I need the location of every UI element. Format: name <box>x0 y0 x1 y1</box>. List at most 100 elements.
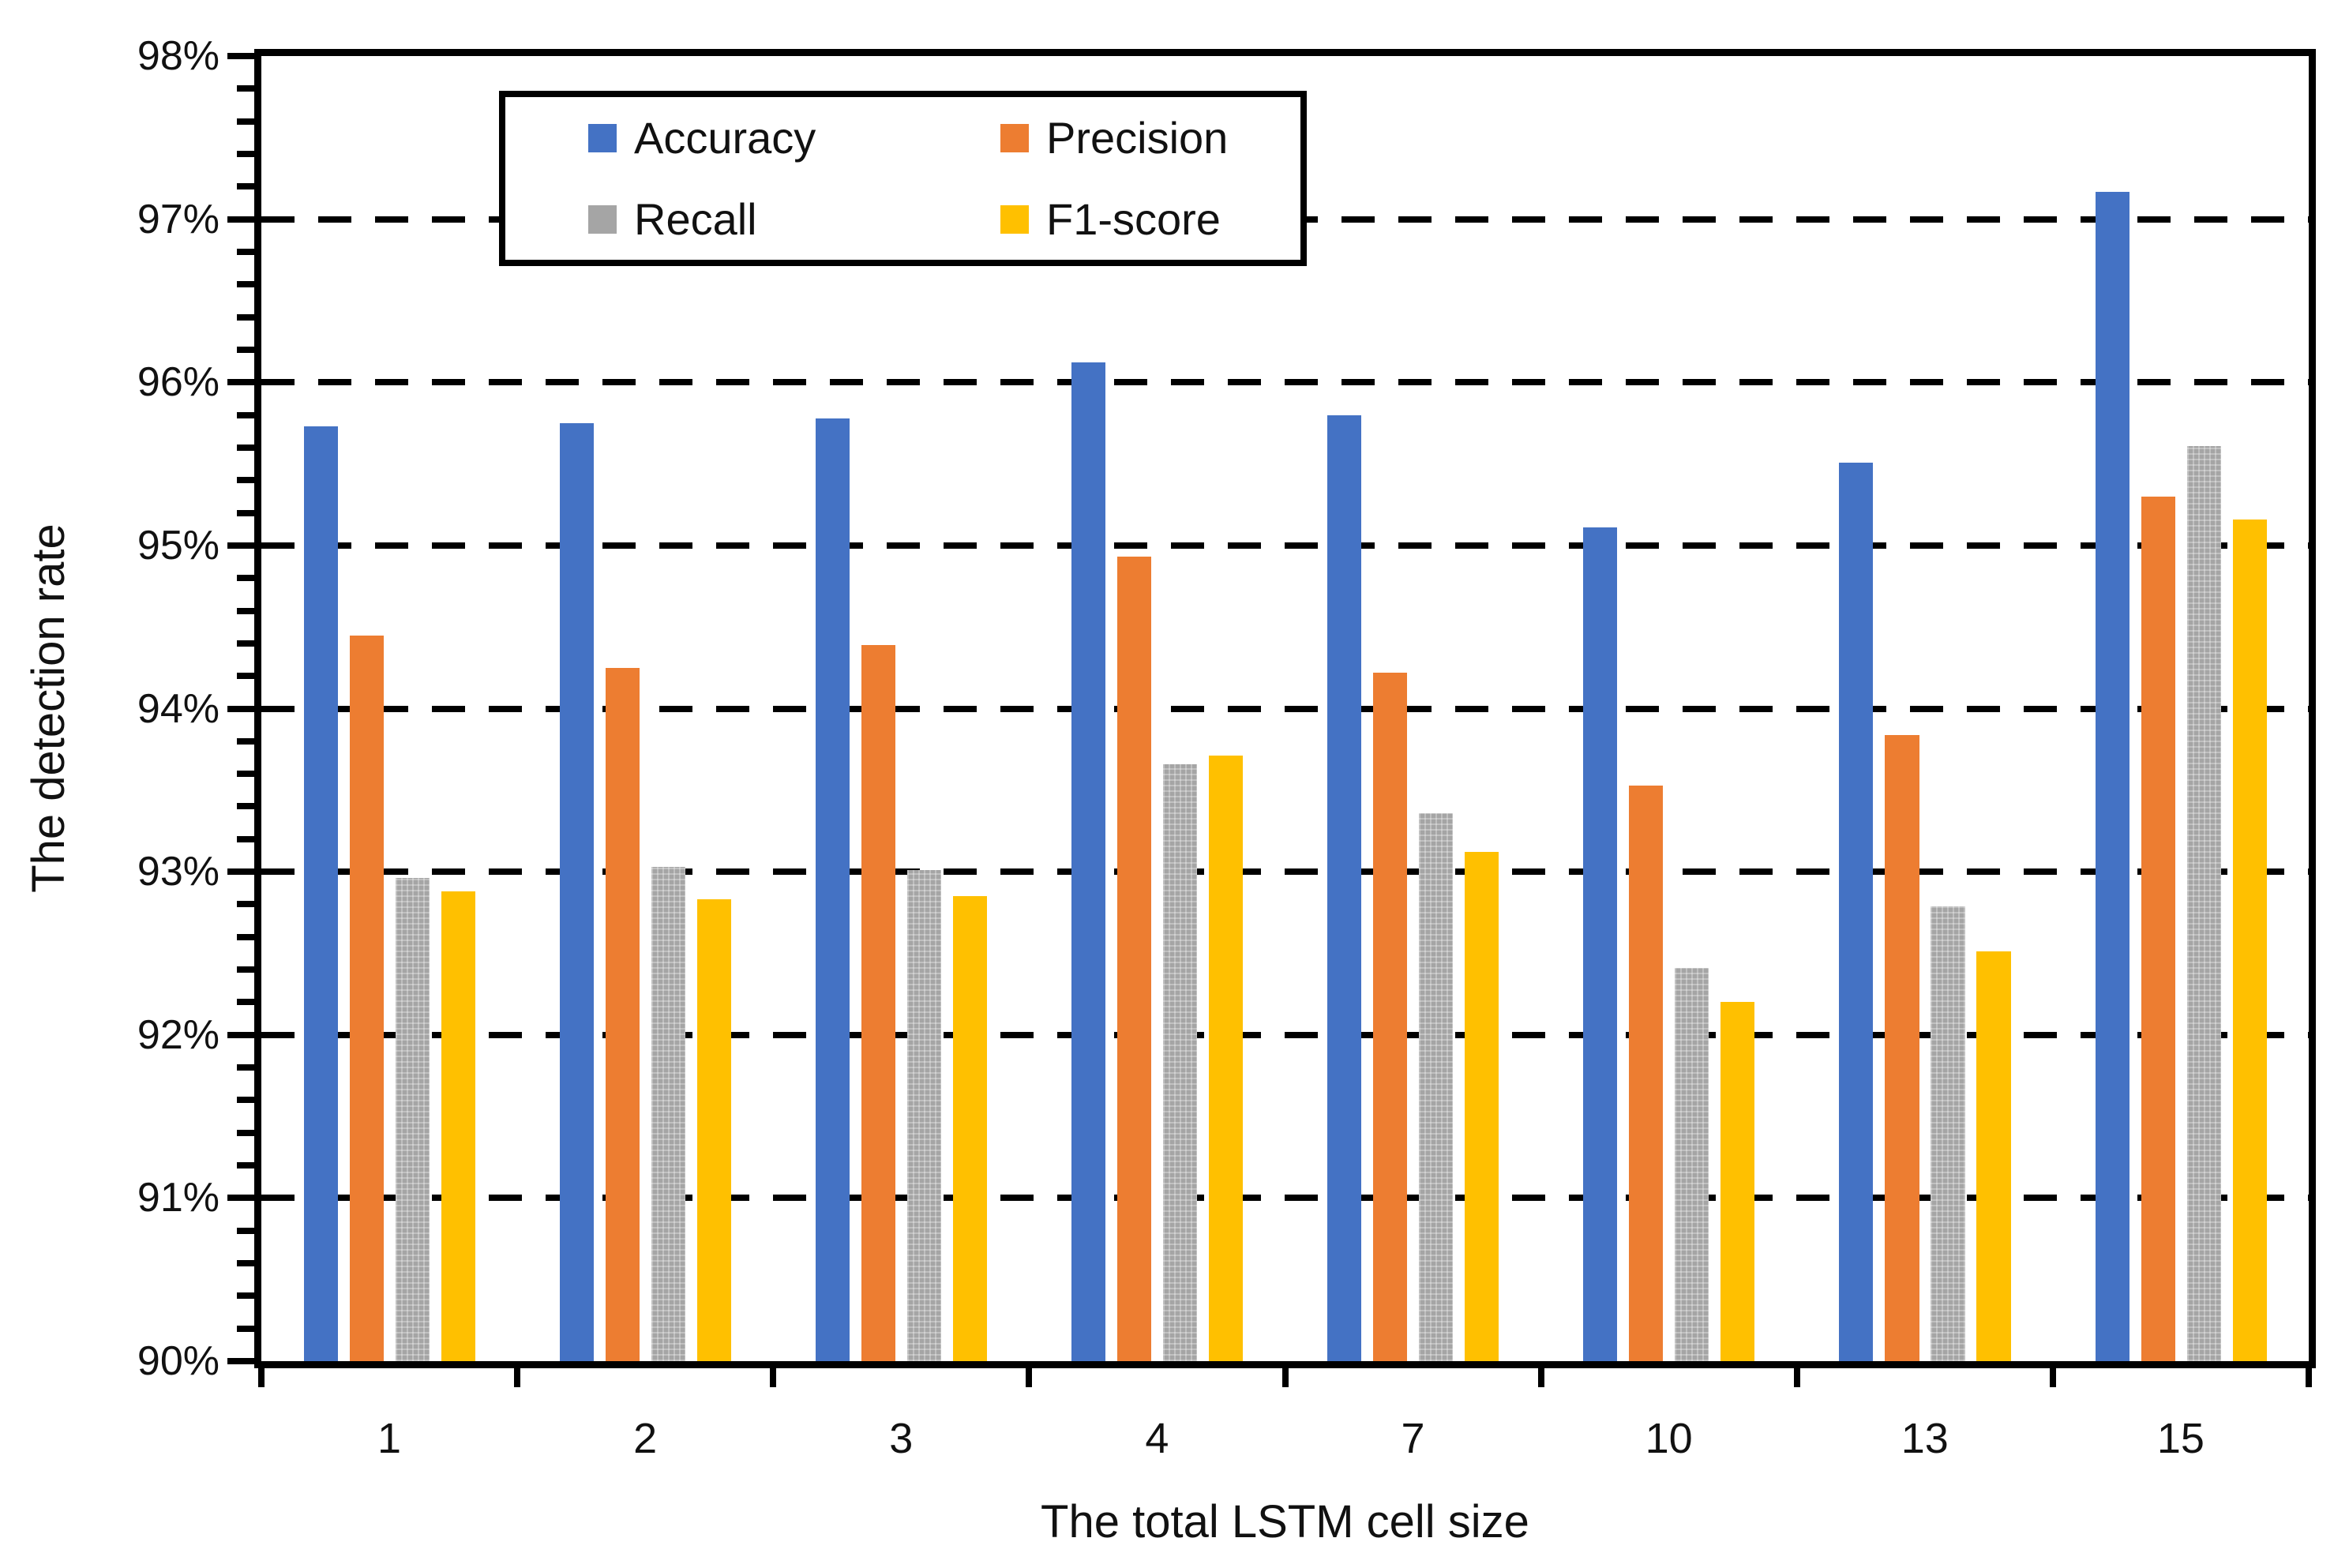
gridline-91pct <box>261 1195 2309 1202</box>
y-minor-tick <box>237 640 254 647</box>
bar-recall-2 <box>651 866 685 1361</box>
legend-swatch-recall <box>588 204 617 234</box>
plot-area: Accuracy Precision Recall F1-score <box>254 49 2316 1368</box>
y-minor-tick <box>237 477 254 484</box>
y-minor-tick <box>237 1292 254 1300</box>
x-tick <box>2049 1368 2056 1387</box>
bar-precision-13 <box>1885 734 1919 1361</box>
y-tick-label: 91% <box>137 1175 220 1221</box>
y-major-tick <box>227 1358 254 1364</box>
x-category-label: 1 <box>377 1415 402 1462</box>
bar-f1-score-7 <box>1465 852 1499 1361</box>
y-major-tick <box>227 1195 254 1202</box>
y-major-tick <box>227 705 254 712</box>
y-major-tick <box>227 1031 254 1038</box>
bar-f1-score-13 <box>1976 951 2011 1361</box>
y-minor-tick <box>237 966 254 973</box>
y-minor-tick <box>237 1129 254 1136</box>
legend-swatch-precision <box>1000 123 1029 152</box>
y-minor-tick <box>237 933 254 940</box>
x-category-label: 10 <box>1645 1415 1693 1462</box>
x-category-label: 15 <box>2156 1415 2205 1462</box>
bar-recall-15 <box>2186 445 2221 1361</box>
bar-accuracy-3 <box>815 418 850 1361</box>
bar-precision-1 <box>349 635 384 1361</box>
bar-group-1 <box>261 56 517 1361</box>
y-minor-tick <box>237 85 254 92</box>
y-minor-tick <box>237 1162 254 1169</box>
y-minor-tick <box>237 835 254 842</box>
y-minor-tick <box>237 248 254 255</box>
y-minor-tick <box>237 183 254 190</box>
y-minor-tick <box>237 1227 254 1234</box>
y-minor-tick <box>237 1097 254 1104</box>
y-tick-label: 98% <box>137 33 220 79</box>
y-minor-tick <box>237 999 254 1006</box>
x-tick <box>1537 1368 1544 1387</box>
bar-recall-10 <box>1675 968 1709 1361</box>
bar-precision-7 <box>1373 673 1408 1361</box>
y-tick-label: 93% <box>137 849 220 895</box>
bar-accuracy-10 <box>1583 527 1618 1361</box>
y-minor-tick <box>237 444 254 451</box>
legend-label: Accuracy <box>634 112 816 163</box>
y-minor-tick <box>237 673 254 680</box>
gridline-95pct <box>261 542 2309 549</box>
gridline-93pct <box>261 868 2309 876</box>
bar-precision-10 <box>1629 785 1664 1361</box>
y-tick-label: 92% <box>137 1011 220 1058</box>
y-minor-tick <box>237 901 254 908</box>
y-minor-tick <box>237 118 254 125</box>
gridline-96pct <box>261 379 2309 386</box>
legend-items: Accuracy Precision Recall F1-score <box>505 97 1300 260</box>
bar-precision-3 <box>861 644 895 1361</box>
y-minor-tick <box>237 607 254 614</box>
bar-recall-4 <box>1163 763 1198 1361</box>
y-major-tick <box>227 379 254 386</box>
bar-precision-4 <box>1117 557 1152 1361</box>
bar-f1-score-15 <box>2232 519 2267 1361</box>
y-minor-tick <box>237 1260 254 1267</box>
x-tick <box>1281 1368 1289 1387</box>
y-minor-tick <box>237 346 254 353</box>
y-major-tick <box>227 53 254 59</box>
y-minor-tick <box>237 313 254 321</box>
y-minor-tick <box>237 411 254 418</box>
x-tick <box>2306 1368 2312 1387</box>
bar-precision-2 <box>605 667 640 1361</box>
x-tick <box>514 1368 521 1387</box>
x-tick <box>1793 1368 1800 1387</box>
bar-f1-score-10 <box>1720 1002 1755 1361</box>
bar-f1-score-2 <box>696 899 731 1361</box>
y-major-tick <box>227 216 254 223</box>
bar-group-10 <box>1541 56 1797 1361</box>
legend-item-accuracy: Accuracy <box>588 112 1000 163</box>
gridline-94pct <box>261 705 2309 712</box>
bar-accuracy-13 <box>1839 462 1874 1361</box>
y-tick-label: 95% <box>137 522 220 568</box>
y-tick-label: 90% <box>137 1338 220 1384</box>
y-major-tick <box>227 868 254 876</box>
y-minor-tick <box>237 281 254 288</box>
y-minor-tick <box>237 771 254 778</box>
bar-f1-score-3 <box>952 896 988 1361</box>
x-tick <box>1026 1368 1033 1387</box>
y-minor-tick <box>237 509 254 516</box>
x-tick <box>258 1368 265 1387</box>
x-category-label: 13 <box>1901 1415 1949 1462</box>
bar-group-4 <box>1029 56 1285 1361</box>
bar-accuracy-15 <box>2095 191 2129 1361</box>
legend: Accuracy Precision Recall F1-score <box>499 91 1307 266</box>
y-tick-label: 97% <box>137 196 220 242</box>
bar-group-2 <box>517 56 773 1361</box>
bar-group-15 <box>2053 56 2309 1361</box>
bar-accuracy-1 <box>303 426 338 1361</box>
bar-f1-score-1 <box>441 891 475 1361</box>
gridline-92pct <box>261 1031 2309 1038</box>
x-category-label: 3 <box>889 1415 914 1462</box>
y-minor-tick <box>237 150 254 157</box>
bar-accuracy-4 <box>1071 362 1106 1361</box>
bar-precision-15 <box>2141 496 2175 1361</box>
legend-swatch-accuracy <box>588 123 617 152</box>
